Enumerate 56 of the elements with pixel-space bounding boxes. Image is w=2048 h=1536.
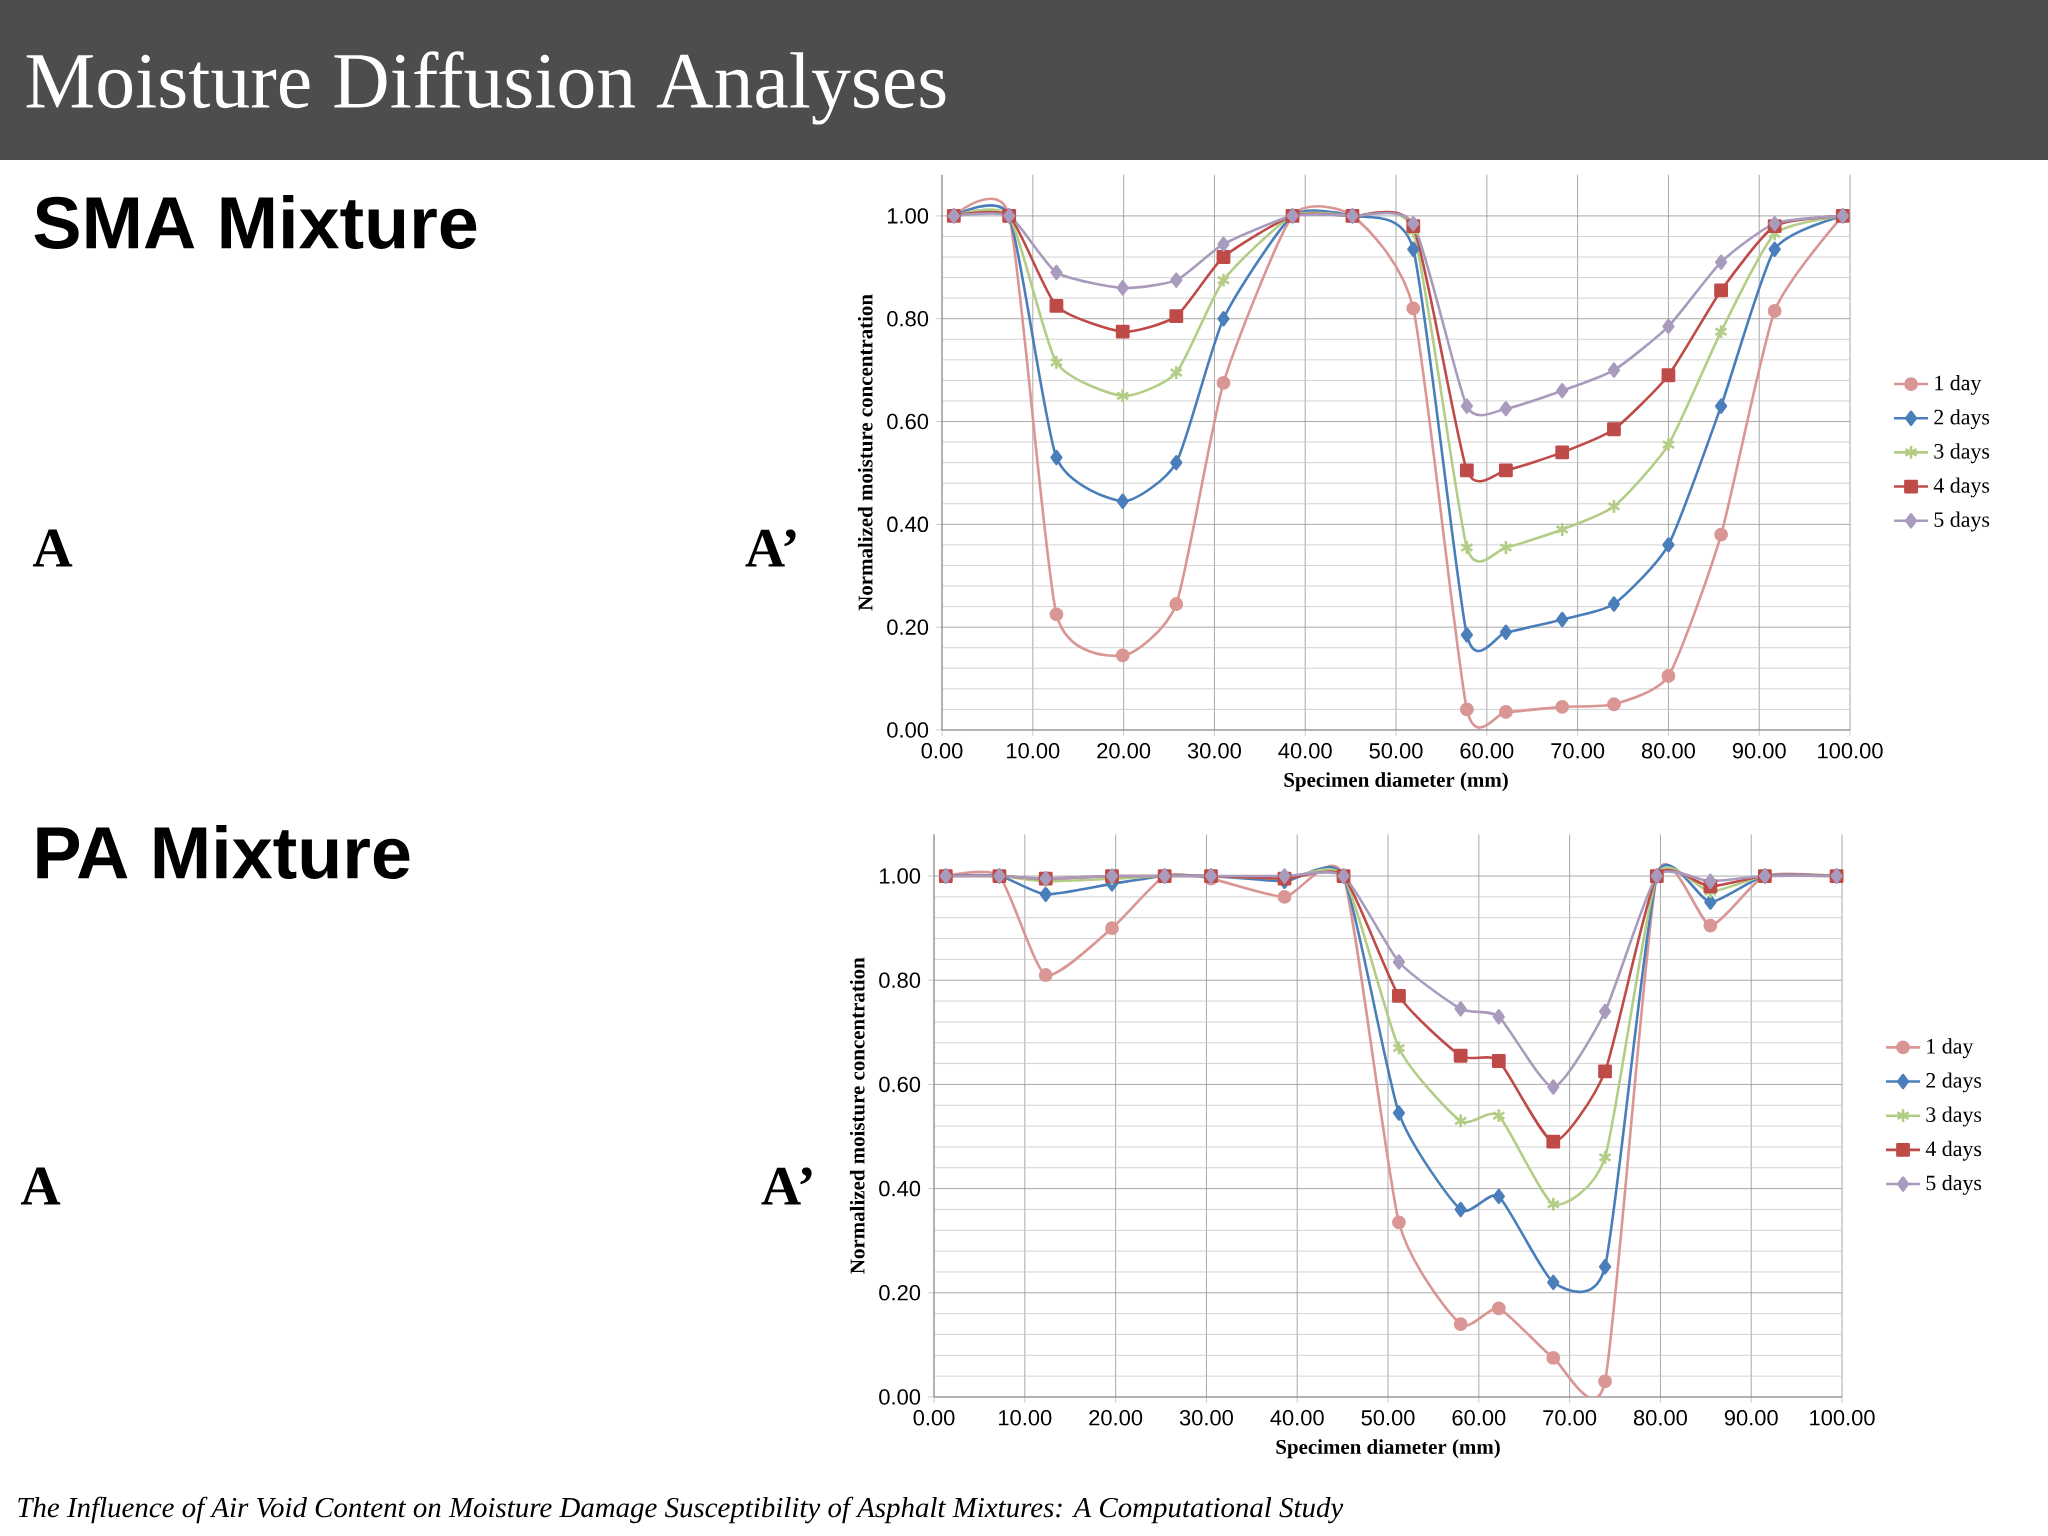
x-tick-label: 10.00 (1007, 743, 1060, 759)
text: A’ (745, 529, 796, 567)
y-tick-label: 0.60 (879, 1076, 921, 1093)
legend-label: 3 days (1934, 443, 1990, 464)
y-tick-label: 1.00 (887, 208, 929, 224)
legend-label: 5 days (1926, 1174, 1982, 1195)
x-tick-label: 40.00 (1270, 1410, 1324, 1426)
x-tick-label: 20.00 (1097, 743, 1151, 759)
x-tick-label: 60.00 (1460, 743, 1514, 759)
y-tick-label: 0.80 (887, 310, 929, 327)
x-tick-label: 10.00 (999, 1410, 1052, 1426)
legend-label: 1 day (1927, 1038, 1974, 1059)
x-tick-label: 100.00 (1810, 1410, 1875, 1426)
y-tick-label: 1.00 (879, 868, 921, 884)
y-tick-label: 0.20 (887, 619, 929, 635)
legend-label: 4 days (1925, 1140, 1982, 1161)
x-tick-label: 80.00 (1633, 1410, 1687, 1426)
legend-label: 4 days (1933, 477, 1990, 498)
legend-label: 1 day (1935, 374, 1982, 395)
text: PA Mixture (37, 824, 410, 880)
x-tick-label: 80.00 (1641, 743, 1695, 759)
x-tick-label: 30.00 (1179, 1410, 1233, 1426)
y-tick-label: 0.20 (879, 1285, 921, 1301)
y-tick-label: 0.80 (879, 972, 921, 988)
y-tick-label: 0.00 (879, 1389, 921, 1405)
y-tick-label: 0.40 (887, 516, 929, 533)
x-tick-label: 60.00 (1452, 1410, 1506, 1426)
legend-label: 2 days (1926, 1072, 1982, 1093)
x-tick-label: 20.00 (1089, 1410, 1143, 1426)
legend-label: 3 days (1926, 1106, 1982, 1127)
text: SMA Mixture (34, 194, 477, 250)
chart-title: Moisture Diffusion Analyses (26, 51, 946, 125)
y-axis-title: Normalized moisture concentration (857, 294, 873, 611)
text: The Influence of Air Void Content on Moisture Damage Susceptibility of Asphalt Mixtures: A Computational Study (18, 1496, 1344, 1524)
text: A’ (761, 1167, 812, 1205)
y-axis-title: Normalized moisture concentration (849, 957, 865, 1274)
x-tick-label: 0.00 (913, 1410, 955, 1426)
legend-label: 5 days (1934, 511, 1990, 532)
x-tick-label: 50.00 (1369, 743, 1423, 759)
x-tick-label: 70.00 (1551, 743, 1605, 759)
x-tick-label: 100.00 (1818, 743, 1883, 759)
x-tick-label: 90.00 (1732, 743, 1786, 759)
y-tick-label: 0.00 (887, 722, 929, 738)
y-tick-label: 0.60 (887, 413, 929, 430)
text: A (32, 529, 73, 567)
text: A (20, 1167, 61, 1205)
x-tick-label: 50.00 (1361, 1410, 1415, 1426)
x-axis-title: Specimen diameter (mm) (1284, 772, 1508, 792)
y-tick-label: 0.40 (879, 1180, 921, 1197)
x-axis-title: Specimen diameter (mm) (1276, 1439, 1500, 1459)
legend-label: 2 days (1934, 409, 1990, 430)
x-tick-label: 70.00 (1543, 1410, 1597, 1426)
x-tick-label: 0.00 (921, 743, 963, 759)
x-tick-label: 30.00 (1187, 743, 1241, 759)
x-tick-label: 90.00 (1724, 1410, 1778, 1426)
x-tick-label: 40.00 (1278, 743, 1332, 759)
